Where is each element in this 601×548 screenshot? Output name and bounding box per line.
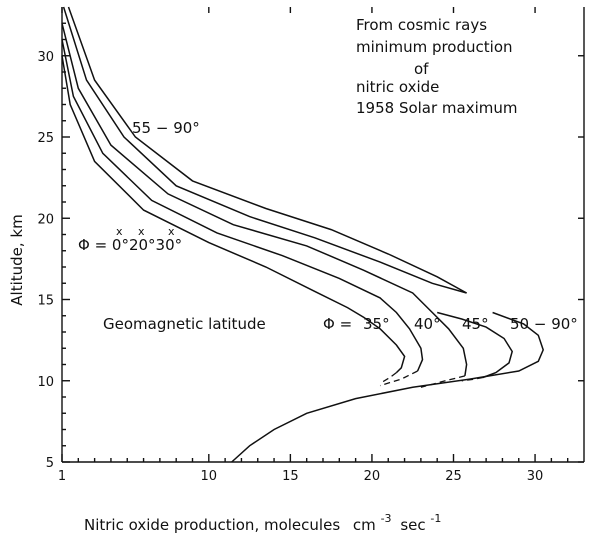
- phi-mark-0: x: [116, 225, 123, 238]
- y-tick-label-10: 10: [37, 375, 54, 390]
- y-tick-label-20: 20: [37, 212, 54, 227]
- tick-marks: [61, 7, 584, 463]
- series-2-dashed: [420, 375, 466, 388]
- series-3-dashed: [379, 370, 418, 387]
- x-axis-unit-sec: sec: [400, 516, 425, 534]
- series-2-line: [61, 23, 468, 377]
- series-4-line: [61, 55, 406, 374]
- title-line-2: minimum production: [356, 38, 513, 56]
- y-tick-label-25: 25: [37, 131, 54, 146]
- annotation-lat-35: 35°: [363, 315, 390, 333]
- x-axis-label-main: Nitric oxide production, molecules: [84, 516, 340, 534]
- series-6-line: [231, 311, 545, 463]
- annotation-top-curve: 55 − 90°: [132, 119, 200, 137]
- y-axis-label: Altitude, km: [8, 214, 26, 305]
- series-curves: [61, 6, 545, 463]
- x-tick-label-1: 1: [58, 469, 66, 484]
- tick-labels: 1 10 15 20 25 30 5 10 15 20 25 30: [37, 50, 543, 484]
- annotation-lat-40: 40°: [414, 315, 441, 333]
- x-axis-unit-exp1: -3: [381, 512, 392, 525]
- x-tick-label-25: 25: [445, 469, 462, 484]
- series-0-line: [67, 6, 467, 294]
- annotation-geomagnetic: Geomagnetic latitude: [103, 315, 266, 333]
- annotation-phi-low: Φ = 0°20°30°: [78, 236, 182, 254]
- x-axis-label: Nitric oxide production, molecules cm -3…: [84, 508, 441, 534]
- x-tick-label-30: 30: [527, 469, 544, 484]
- y-tick-label-15: 15: [37, 294, 54, 309]
- series-3-line: [61, 39, 424, 372]
- y-tick-label-5: 5: [46, 456, 54, 471]
- annotation-phi-eq: Φ =: [323, 315, 352, 333]
- curve-annotations: 55 − 90° Φ = 0°20°30° x x x Geomagnetic …: [78, 119, 578, 333]
- series-4-dashed: [381, 372, 397, 383]
- x-tick-label-15: 15: [282, 469, 299, 484]
- title-line-1: From cosmic rays: [356, 16, 487, 34]
- title-line-5: 1958 Solar maximum: [356, 99, 518, 117]
- x-tick-label-20: 20: [364, 469, 381, 484]
- title-line-4: nitric oxide: [356, 78, 439, 96]
- annotation-lat-50: 50 − 90°: [510, 315, 578, 333]
- title-block: From cosmic rays minimum production of n…: [356, 16, 518, 117]
- annotation-lat-45: 45°: [462, 315, 489, 333]
- y-tick-label-30: 30: [37, 50, 54, 65]
- x-axis-unit-cm: cm: [353, 516, 376, 534]
- x-axis-unit-exp2: -1: [430, 512, 441, 525]
- title-line-3: of: [414, 60, 429, 78]
- x-tick-label-10: 10: [201, 469, 218, 484]
- phi-mark-20: x: [138, 225, 145, 238]
- series-1-line: [62, 6, 467, 294]
- series-5-line: [437, 311, 514, 379]
- phi-mark-30: x: [168, 225, 175, 238]
